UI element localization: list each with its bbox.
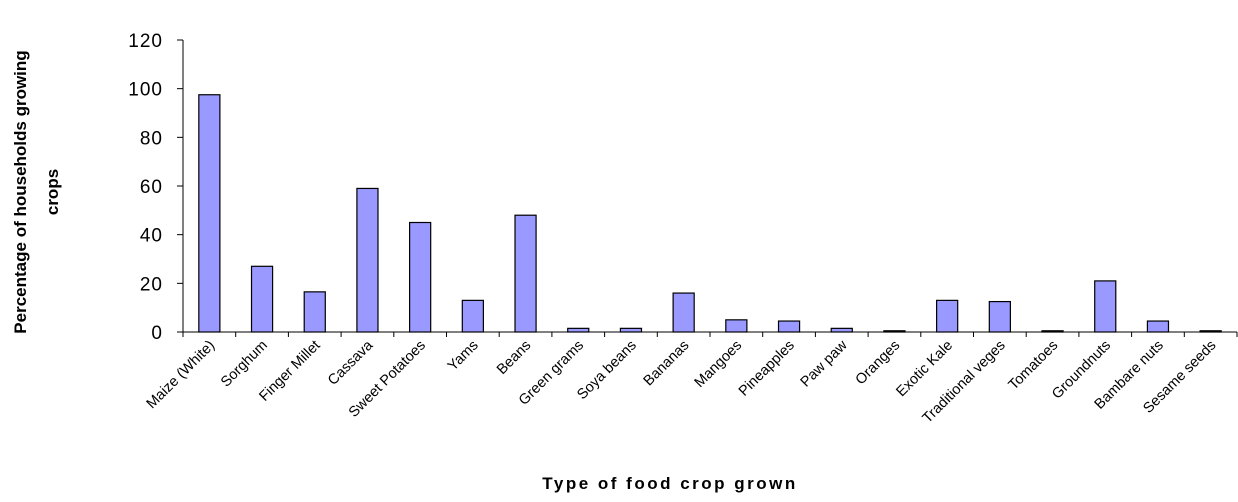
y-tick-label: 60 <box>140 177 163 198</box>
bar <box>777 320 801 333</box>
bar <box>250 265 274 333</box>
bar <box>830 327 853 333</box>
bar <box>1041 330 1064 333</box>
category-label: Mangoes <box>692 338 745 391</box>
bars-group <box>198 94 1222 333</box>
y-tick-label: 0 <box>151 323 163 344</box>
x-axis-title: Type of food crop grown <box>542 474 798 493</box>
y-axis: 0 20 40 60 80 100 120 <box>128 31 184 344</box>
category-label: Maize (White) <box>144 338 219 413</box>
category-label: Paw paw <box>798 337 851 390</box>
category-label: Yams <box>445 338 482 375</box>
category-label: Beans <box>494 338 534 378</box>
bar <box>198 94 221 333</box>
bar <box>1094 280 1117 333</box>
bar <box>514 214 537 333</box>
bar <box>988 300 1011 333</box>
category-label: Cassava <box>325 337 377 389</box>
y-tick-label: 40 <box>140 226 163 247</box>
bar <box>619 327 643 333</box>
category-label: Pineapples <box>736 338 798 400</box>
bar <box>356 187 379 333</box>
y-tick-label: 120 <box>128 31 163 52</box>
bar <box>672 292 695 333</box>
y-axis-title: Percentage of households growing crops <box>11 50 62 333</box>
category-label: Bananas <box>641 338 693 390</box>
y-axis-title-line: crops <box>43 169 62 215</box>
bar <box>1146 320 1170 333</box>
x-axis <box>182 331 1238 337</box>
bar <box>567 327 590 333</box>
bar <box>725 319 748 333</box>
bar <box>1199 330 1222 333</box>
bar <box>883 330 906 333</box>
y-tick-label: 20 <box>140 274 163 295</box>
y-axis-title-line: Percentage of households growing <box>11 50 30 333</box>
bar <box>409 221 432 333</box>
category-label: Oranges <box>853 338 904 389</box>
y-tick-label: 80 <box>140 128 163 149</box>
bar <box>461 299 484 333</box>
bar <box>303 291 326 333</box>
bar <box>936 299 959 333</box>
category-label: Tomatoes <box>1006 338 1062 394</box>
y-tick-label: 100 <box>128 80 163 101</box>
category-label: Sorghum <box>218 338 271 391</box>
